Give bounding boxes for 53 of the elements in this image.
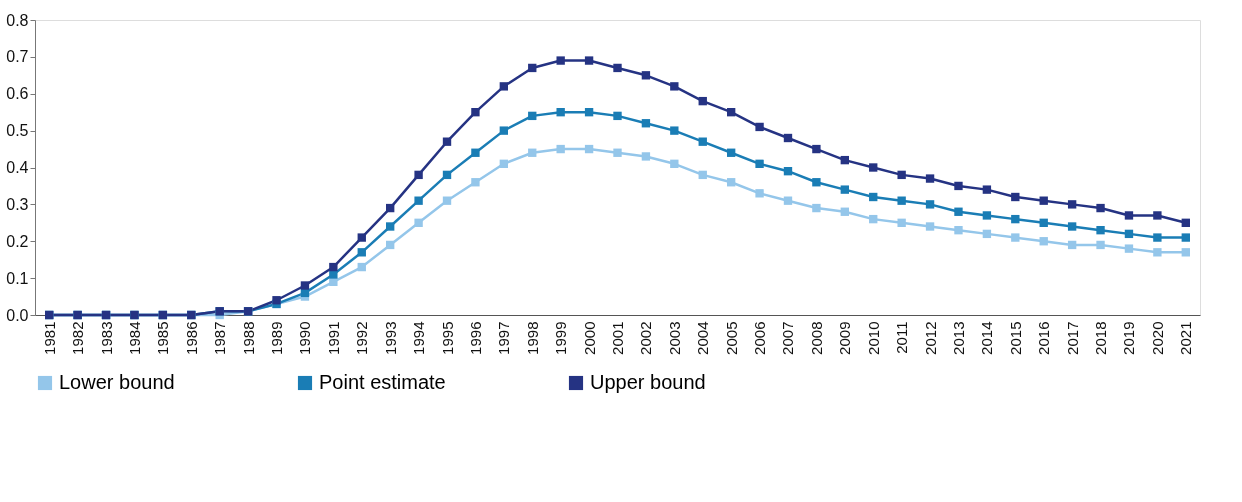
x-tick-label: 1986	[182, 321, 200, 355]
legend-label: Point estimate	[319, 371, 446, 393]
x-tick-label: 2020	[1148, 321, 1166, 355]
x-tick-label: 2017	[1063, 321, 1081, 355]
x-tick-label: 1990	[296, 321, 314, 355]
x-tick-label: 2019	[1120, 321, 1138, 355]
x-tick-label: 1994	[410, 321, 428, 355]
x-tick-label: 2004	[694, 321, 712, 355]
y-tick-label: 0.2	[6, 232, 29, 250]
x-tick-label: 1995	[438, 321, 456, 355]
x-tick-label: 2003	[665, 321, 683, 355]
y-tick-label: 0.0	[6, 306, 29, 324]
x-tick-label: 2002	[637, 321, 655, 355]
x-tick-label: 1987	[211, 321, 229, 355]
x-tick-label: 2015	[1006, 321, 1024, 355]
y-tick-label: 0.7	[6, 48, 29, 66]
x-tick-label: 1988	[239, 321, 257, 355]
x-tick-label: 2005	[722, 321, 740, 355]
x-tick-label: 2011	[893, 321, 911, 354]
x-tick-label: 1991	[324, 321, 342, 355]
x-tick-label: 1989	[268, 321, 286, 355]
x-tick-label: 2012	[921, 321, 939, 355]
y-tick-label: 0.8	[6, 11, 29, 29]
x-tick-label: 1985	[154, 321, 172, 355]
x-tick-label: 2007	[779, 321, 797, 355]
x-tick-label: 1993	[381, 321, 399, 355]
x-tick-label: 1981	[40, 321, 58, 355]
x-tick-label: 2014	[978, 321, 996, 355]
legend-label: Upper bound	[590, 371, 706, 393]
x-tick-label: 2016	[1035, 321, 1053, 355]
x-tick-label: 2001	[609, 321, 626, 355]
x-tick-label: 1982	[69, 321, 87, 355]
x-tick-label: 2008	[807, 321, 825, 355]
x-tick-label: 2018	[1092, 321, 1110, 355]
y-tick-label: 0.4	[6, 159, 29, 176]
x-tick-label: 2009	[836, 321, 854, 355]
x-tick-label: 2010	[864, 321, 882, 355]
x-tick-label: 2021	[1177, 321, 1195, 355]
y-tick-label: 0.5	[6, 122, 29, 140]
x-tick-label: 2006	[751, 321, 769, 355]
x-tick-label: 1992	[353, 321, 371, 355]
x-tick-label: 1996	[466, 321, 484, 355]
y-tick-label: 0.1	[6, 269, 29, 287]
x-tick-label: 2000	[580, 321, 598, 355]
x-tick-label: 1999	[552, 321, 570, 355]
x-tick-label: 1998	[523, 321, 541, 355]
x-tick-label: 1984	[125, 321, 143, 355]
legend-label: Lower bound	[59, 371, 175, 393]
y-tick-label: 0.6	[6, 85, 29, 103]
y-tick-label: 0.3	[6, 195, 29, 213]
x-tick-label: 1983	[97, 321, 115, 355]
x-tick-label: 2013	[949, 321, 967, 355]
x-tick-label: 1997	[495, 321, 513, 355]
